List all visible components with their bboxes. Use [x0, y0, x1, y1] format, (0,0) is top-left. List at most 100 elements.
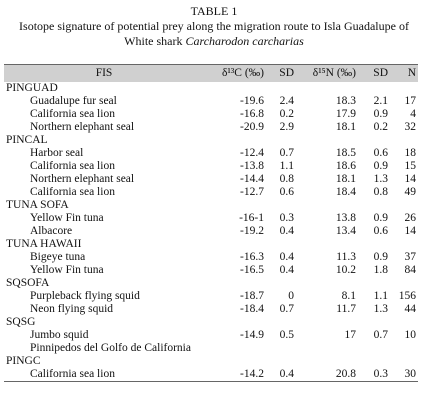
data-row: Northern elephant seal -14.4 0.8 18.1 1.3 14 — [4, 173, 418, 186]
value-cell: 1.1 — [373, 290, 388, 302]
value-cell: 2.9 — [279, 121, 294, 133]
value-cell: 18.1 — [335, 121, 356, 133]
value-cell: -14.4 — [240, 173, 264, 185]
group-label: SQSG — [6, 316, 36, 328]
value-cell: 8.1 — [341, 290, 356, 302]
caption-species: Carcharodon carcharias — [185, 34, 304, 48]
item-label: Purpleback flying squid — [30, 290, 140, 302]
value-cell: 0.9 — [373, 212, 388, 224]
value-cell: 17.9 — [335, 108, 356, 120]
value-cell: 44 — [404, 303, 417, 315]
data-row: California sea lion -16.8 0.2 17.9 0.9 4 — [4, 108, 418, 121]
value-cell: -16.5 — [240, 264, 264, 276]
value-cell: 11.3 — [336, 251, 356, 263]
value-cell: 26 — [404, 212, 417, 224]
value-cell: 17 — [404, 95, 417, 107]
value-cell: -16.8 — [240, 108, 264, 120]
group-label: TUNA SOFA — [6, 199, 69, 211]
value-cell: 84 — [404, 264, 417, 276]
caption-text: Isotope signature of potential prey alon… — [19, 19, 409, 48]
data-row: Yellow Fin tuna -16-1 0.3 13.8 0.9 26 — [4, 212, 418, 225]
item-label: Yellow Fin tuna — [30, 212, 104, 224]
value-cell: 1.3 — [373, 303, 388, 315]
value-cell: 37 — [404, 251, 417, 263]
value-cell: 13.4 — [335, 225, 356, 237]
value-cell: 14 — [404, 225, 417, 237]
header-cell: N — [407, 67, 416, 79]
data-row: California sea lion -13.8 1.1 18.6 0.9 15 — [4, 160, 418, 173]
value-cell: 0.2 — [373, 121, 388, 133]
value-cell: 1.1 — [279, 160, 294, 172]
value-cell: 0.9 — [373, 251, 388, 263]
value-cell: 0.7 — [373, 329, 388, 341]
value-cell: 14 — [404, 173, 417, 185]
value-cell: 30 — [404, 368, 417, 380]
value-cell: 18.6 — [335, 160, 356, 172]
header-cell: δ¹³C (‰) — [221, 67, 264, 79]
value-cell: 18.1 — [335, 173, 356, 185]
data-row: Neon flying squid -18.4 0.7 11.7 1.3 44 — [4, 303, 418, 316]
value-cell: 0 — [288, 290, 294, 302]
data-row: Albacore -19.2 0.4 13.4 0.6 14 — [4, 225, 418, 238]
value-cell: -12.7 — [240, 186, 264, 198]
value-cell: 0.4 — [279, 264, 294, 276]
value-cell: -18.4 — [240, 303, 264, 315]
item-label: California sea lion — [30, 186, 115, 198]
header-cell: δ¹⁵N (‰) — [312, 67, 356, 79]
item-label: Jumbo squid — [30, 329, 89, 341]
value-cell: 0.6 — [279, 186, 294, 198]
value-cell: 18.5 — [335, 147, 356, 159]
group-row: PINCAL — [4, 134, 418, 147]
value-cell: 0.7 — [279, 303, 294, 315]
value-cell: 0.6 — [373, 225, 388, 237]
value-cell: 0.3 — [279, 212, 294, 224]
group-label: PINGUAD — [6, 82, 58, 94]
value-cell: 0.3 — [373, 368, 388, 380]
data-row: California sea lion -14.2 0.4 20.8 0.3 30 — [4, 368, 418, 382]
item-label: California sea lion — [30, 108, 115, 120]
item-label: Yellow Fin tuna — [30, 264, 104, 276]
value-cell: 2.4 — [279, 95, 294, 107]
value-cell: 20.8 — [335, 368, 356, 380]
value-cell: 0.4 — [279, 251, 294, 263]
value-cell: -14.9 — [240, 329, 264, 341]
group-row: TUNA HAWAII — [4, 238, 418, 251]
value-cell: -12.4 — [240, 147, 264, 159]
value-cell: 10.2 — [335, 264, 356, 276]
header-row: FIS δ¹³C (‰) SD δ¹⁵N (‰) SD N — [4, 64, 418, 82]
data-row: Bigeye tuna -16.3 0.4 11.3 0.9 37 — [4, 251, 418, 264]
value-cell: 0.9 — [373, 160, 388, 172]
group-label: PINGC — [6, 355, 41, 367]
group-row: PINGUAD — [4, 82, 418, 95]
value-cell: 0.7 — [279, 147, 294, 159]
value-cell: 49 — [404, 186, 417, 198]
value-cell: 18.3 — [335, 95, 356, 107]
value-cell: 1.8 — [373, 264, 388, 276]
data-row: Guadalupe fur seal -19.6 2.4 18.3 2.1 17 — [4, 95, 418, 108]
value-cell: -18.7 — [240, 290, 264, 302]
item-label: Northern elephant seal — [30, 173, 135, 185]
data-row: Northern elephant seal -20.9 2.9 18.1 0.2 32 — [4, 121, 418, 134]
data-row: Yellow Fin tuna -16.5 0.4 10.2 1.8 84 — [4, 264, 418, 277]
group-label: PINCAL — [6, 134, 48, 146]
header-cell: FIS — [95, 67, 113, 79]
data-row: Jumbo squid -14.9 0.5 17 0.7 10 — [4, 329, 418, 342]
header-cell: SD — [373, 67, 388, 79]
header-cell: SD — [279, 67, 294, 79]
value-cell: 11.7 — [336, 303, 356, 315]
item-label: California sea lion — [30, 160, 115, 172]
table-title: TABLE 1 — [190, 4, 238, 18]
value-cell: -20.9 — [240, 121, 264, 133]
value-cell: 4 — [410, 108, 416, 120]
value-cell: 0.9 — [373, 108, 388, 120]
value-cell: 13.8 — [335, 212, 356, 224]
group-label: TUNA HAWAII — [6, 238, 82, 250]
value-cell: 18.4 — [335, 186, 356, 198]
item-label: Pinnipedos del Golfo de California — [30, 342, 191, 354]
value-cell: -13.8 — [240, 160, 264, 172]
value-cell: 0.6 — [373, 147, 388, 159]
value-cell: 10 — [404, 329, 417, 341]
data-row: Harbor seal -12.4 0.7 18.5 0.6 18 — [4, 147, 418, 160]
value-cell: -14.2 — [240, 368, 264, 380]
